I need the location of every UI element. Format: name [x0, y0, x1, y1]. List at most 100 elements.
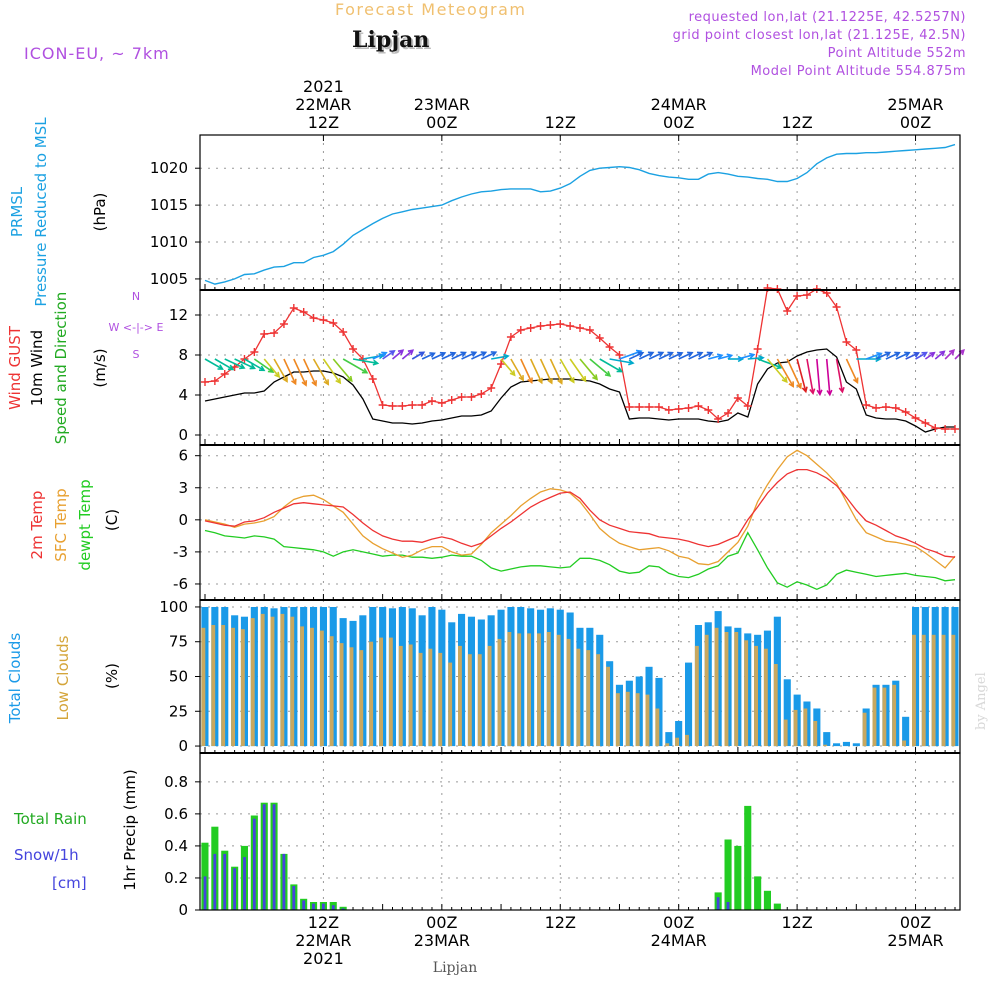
panel-frame [199, 444, 961, 601]
model-altitude: Model Point Altitude 554.875m [750, 64, 966, 79]
wind-arrow [569, 358, 587, 382]
pressure-title-1: Pressure Reduced to MSL [32, 117, 50, 307]
snow-bar [282, 853, 286, 910]
snow-bar [312, 903, 315, 910]
low-cloud-bar [586, 650, 591, 747]
gust-marker [645, 403, 654, 411]
gust-marker [506, 333, 515, 341]
low-cloud-bar [517, 633, 522, 747]
low-cloud-bar [487, 645, 492, 746]
y-tick-label-4: 0 [178, 901, 188, 919]
gust-marker [664, 406, 673, 414]
wind-arrow [708, 354, 723, 360]
time-label-bottom: 12Z [308, 913, 339, 932]
rain-bar [754, 876, 762, 910]
model-name: ICON-EU, ~ 7km [24, 44, 170, 63]
wind-arrow [865, 352, 882, 360]
low-cloud-bar [418, 652, 423, 747]
low-cloud-bar [477, 654, 482, 746]
gust-marker [368, 375, 377, 383]
wind-arrow-head [418, 351, 426, 358]
low-cloud-bar [921, 634, 926, 747]
low-cloud-bar [754, 645, 758, 746]
y-tick-label-1: 8 [178, 346, 188, 364]
low-cloud-bar [872, 687, 877, 746]
wind-arrow-head [267, 367, 275, 373]
wind-arrow-head [258, 365, 266, 372]
low-cloud-bar [783, 719, 788, 746]
panel-frame [199, 752, 961, 911]
time-label-bottom: 00Z [426, 913, 457, 932]
time-label-bottom: 25MAR [887, 931, 943, 950]
footer-location: Lipjan [433, 960, 477, 976]
wind-arrow [204, 358, 223, 370]
y-tick-label-2: 6 [178, 447, 188, 465]
wind-arrow [924, 352, 935, 360]
low-cloud-bar [438, 652, 443, 747]
snow-bar [716, 897, 720, 910]
snow-bar [331, 905, 335, 910]
wind-arrow-head [635, 349, 643, 356]
gust-marker [477, 390, 486, 398]
compass-n: N [132, 290, 140, 303]
wind-arrow [885, 352, 900, 360]
wind-arrow [411, 351, 425, 360]
wind-arrow [322, 358, 341, 384]
low-cloud-bar [537, 633, 541, 747]
wind-arrow [915, 351, 927, 360]
gust-marker [832, 303, 841, 311]
wind-arrow [609, 358, 634, 364]
wind-arrow-head [929, 351, 936, 358]
wind-arrow [549, 358, 563, 384]
gust-marker [615, 351, 624, 359]
wind-arrow [312, 358, 329, 385]
wind-arrow-head [509, 370, 516, 377]
wind-arrow-head [580, 375, 587, 383]
wind-arrow-head [227, 364, 235, 371]
time-label-bottom: 23MAR [414, 931, 470, 950]
gust-marker [319, 316, 328, 324]
panel-frame [199, 134, 961, 291]
total-cloud-bar [833, 743, 841, 747]
wind-arrow [934, 350, 945, 360]
low-cloud-bar [507, 632, 512, 747]
wind-arrow [629, 352, 644, 360]
low-cloud-bar [310, 627, 314, 746]
gust-marker [260, 330, 269, 338]
wind-arrow-head [676, 351, 684, 358]
wind-arrow-head [776, 363, 783, 370]
pressure-line [204, 143, 956, 285]
wind-arrow [451, 351, 466, 360]
gust-marker [872, 404, 881, 412]
panel-frame [199, 289, 961, 446]
wind-arrow [461, 351, 477, 360]
wind-arrow [471, 351, 487, 360]
gust-marker [733, 394, 742, 402]
time-label-top: 22MAR [295, 95, 351, 114]
y-tick-label-2: 3 [178, 479, 188, 497]
gust-marker [516, 326, 525, 334]
precip-title-snow: Snow/1h [14, 846, 79, 864]
wind-arrow-head [616, 366, 624, 373]
low-cloud-bar [734, 632, 739, 747]
gust-marker [852, 346, 861, 354]
y-tick-label-4: 0.6 [164, 805, 188, 823]
wind-arrow-head [838, 386, 845, 394]
wind-arrow [253, 358, 274, 373]
wind-arrow [529, 358, 543, 384]
low-cloud-bar [408, 644, 413, 746]
wind-arrow [757, 358, 782, 369]
gust-marker [201, 378, 209, 386]
total-cloud-bar [823, 732, 831, 746]
gust-marker [714, 415, 723, 423]
wind-arrow-head [335, 377, 342, 385]
low-cloud-bar [221, 625, 226, 746]
wind-arrow [954, 349, 965, 360]
wind-arrow-head [637, 351, 645, 358]
low-cloud-bar [546, 632, 551, 747]
low-cloud-bar [714, 627, 719, 746]
low-cloud-bar [428, 648, 433, 747]
low-cloud-bar [813, 721, 818, 746]
snow-bar [203, 876, 207, 910]
low-cloud-bar [912, 634, 916, 747]
